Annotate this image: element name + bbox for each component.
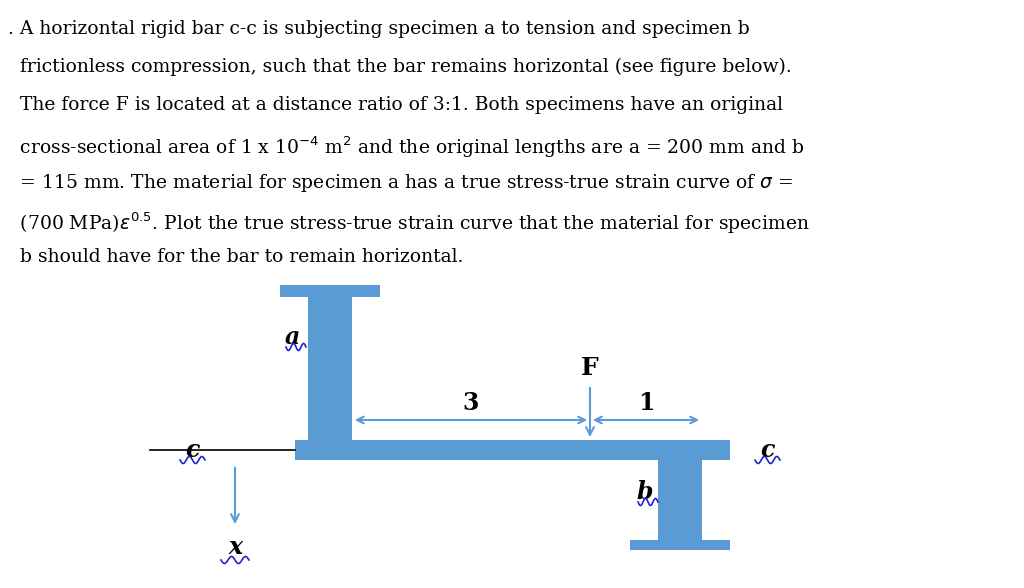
Text: x: x [228,535,242,559]
Text: = 115 mm. The material for specimen a has a true stress-true strain curve of $\s: = 115 mm. The material for specimen a ha… [8,172,793,194]
Bar [658,460,702,540]
Text: 1: 1 [638,391,654,415]
Text: c: c [760,438,774,462]
Bar [280,285,380,297]
Text: The force F is located at a distance ratio of 3:1. Both specimens have an origin: The force F is located at a distance rat… [8,96,783,114]
Text: cross-sectional area of 1 x 10$^{-4}$ m$^{2}$ and the original lengths are a = 2: cross-sectional area of 1 x 10$^{-4}$ m$… [8,134,805,159]
Text: F: F [582,356,599,380]
Text: a: a [285,325,300,349]
Bar [630,540,730,550]
Text: (700 MPa)$\varepsilon^{0.5}$. Plot the true stress-true strain curve that the ma: (700 MPa)$\varepsilon^{0.5}$. Plot the t… [8,210,810,236]
Bar [308,295,352,440]
Bar [295,440,730,460]
Text: b: b [637,480,653,504]
Text: c: c [185,438,200,462]
Text: b should have for the bar to remain horizontal.: b should have for the bar to remain hori… [8,248,464,266]
Text: . A horizontal rigid bar c-c is subjecting specimen a to tension and specimen b: . A horizontal rigid bar c-c is subjecti… [8,20,750,38]
Text: 3: 3 [463,391,479,415]
Text: frictionless compression, such that the bar remains horizontal (see figure below: frictionless compression, such that the … [8,58,792,76]
